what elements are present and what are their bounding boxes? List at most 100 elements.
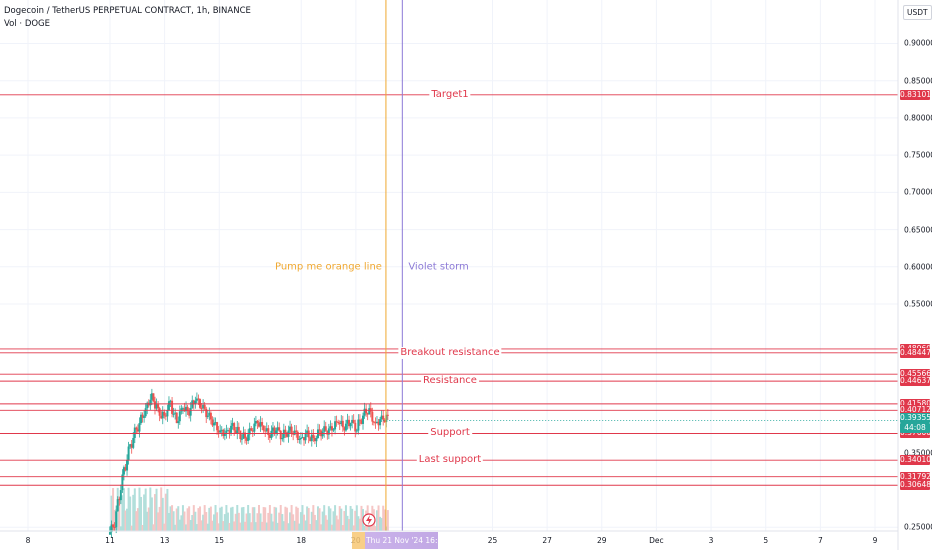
candle-body	[307, 430, 310, 438]
volume-bar	[318, 508, 321, 531]
volume-bar	[258, 505, 260, 531]
volume-bar	[360, 505, 363, 531]
volume-bar	[374, 526, 377, 531]
volume-bar	[223, 514, 226, 531]
candle-body	[130, 444, 133, 448]
candle-body	[251, 430, 254, 432]
candle-body	[377, 421, 380, 426]
candle-body	[313, 437, 316, 442]
candle-body	[217, 430, 220, 433]
candle-body	[360, 420, 363, 424]
volume-bar	[338, 506, 341, 531]
candle-body	[119, 490, 122, 501]
volume-bar	[209, 506, 212, 531]
volume-bars	[108, 487, 389, 531]
volume-bar	[240, 507, 243, 531]
candle-body	[177, 421, 180, 424]
volume-bar	[121, 495, 124, 531]
volume-bar	[279, 505, 282, 531]
candle-body	[330, 426, 333, 431]
candle-body	[203, 404, 206, 409]
candle-body	[122, 467, 125, 475]
volume-bar	[383, 509, 386, 531]
candle-body	[375, 421, 378, 424]
volume-bar	[276, 522, 279, 531]
volume-bar	[197, 508, 200, 531]
candle-body	[326, 430, 329, 435]
candle-body	[348, 419, 351, 427]
current-price-badge: 0.39355	[900, 413, 932, 424]
candle-body	[205, 408, 208, 418]
candle-body	[202, 404, 205, 409]
candle-body	[374, 422, 377, 424]
volume-bar	[212, 514, 215, 531]
candle-body	[309, 437, 312, 442]
candle-body	[253, 423, 256, 432]
price-tick-label: 0.80000	[904, 113, 932, 123]
candle-body	[149, 399, 152, 406]
volume-bar	[355, 505, 358, 531]
candle-body	[214, 422, 217, 424]
volume-bar	[166, 488, 169, 531]
volume-bar	[357, 516, 360, 531]
time-tick-label: 27	[542, 536, 552, 545]
candle-body	[341, 420, 344, 428]
volume-bar	[256, 513, 259, 531]
candle-body	[194, 400, 197, 405]
time-tick-label: 3	[708, 536, 714, 545]
candle-body	[327, 428, 330, 435]
volume-bar	[313, 514, 316, 531]
candle-body	[256, 420, 259, 424]
candle-body	[323, 426, 326, 432]
volume-bar	[208, 507, 211, 531]
volume-bar	[185, 524, 188, 531]
candle-body	[188, 410, 191, 416]
volume-bar	[343, 511, 346, 531]
volume-bar	[214, 505, 217, 531]
volume-bar	[200, 520, 203, 531]
time-tick-label: Dec	[649, 536, 664, 545]
volume-bar	[344, 505, 347, 531]
volume-bar	[306, 506, 309, 531]
candle-body	[216, 422, 219, 431]
candle-body	[301, 437, 304, 439]
candle-body	[150, 393, 153, 400]
volume-bar	[217, 523, 220, 531]
lightning-icon[interactable]	[362, 513, 376, 527]
candle-body	[127, 446, 130, 461]
volume-bar	[219, 507, 222, 531]
volume-bar	[332, 511, 335, 531]
volume-bar	[284, 506, 287, 531]
volume-bar	[349, 505, 352, 531]
volume-bar	[177, 506, 180, 531]
candle-body	[259, 422, 262, 427]
volume-bar	[337, 519, 340, 531]
candle-body	[183, 408, 186, 412]
candle-body	[185, 406, 188, 412]
candle-body	[115, 511, 118, 528]
price-tick-label: 0.85000	[904, 76, 932, 86]
candle-body	[371, 411, 374, 422]
volume-bar	[143, 494, 146, 531]
candle-body	[250, 428, 253, 431]
volume-bar	[242, 507, 245, 531]
level-price-badge: 0.34010	[900, 455, 932, 466]
candle-body	[281, 437, 284, 440]
vertical-line-label: Pump me orange line	[274, 261, 382, 273]
currency-button[interactable]: USDT	[903, 5, 932, 20]
volume-bar	[167, 513, 170, 531]
volume-bar	[309, 523, 312, 531]
candle-body	[268, 435, 271, 438]
volume-bar	[245, 513, 248, 531]
candle-body	[315, 438, 318, 442]
volume-indicator-label[interactable]: Vol · DOGE	[4, 19, 51, 29]
volume-bar	[135, 511, 138, 531]
vertical-lines	[385, 0, 403, 531]
candle-body	[167, 401, 170, 411]
candle-body	[363, 408, 366, 416]
candle-body	[271, 427, 274, 431]
candle-body	[264, 430, 267, 432]
countdown-badge: 44:08	[900, 423, 930, 434]
volume-bar	[244, 521, 247, 531]
